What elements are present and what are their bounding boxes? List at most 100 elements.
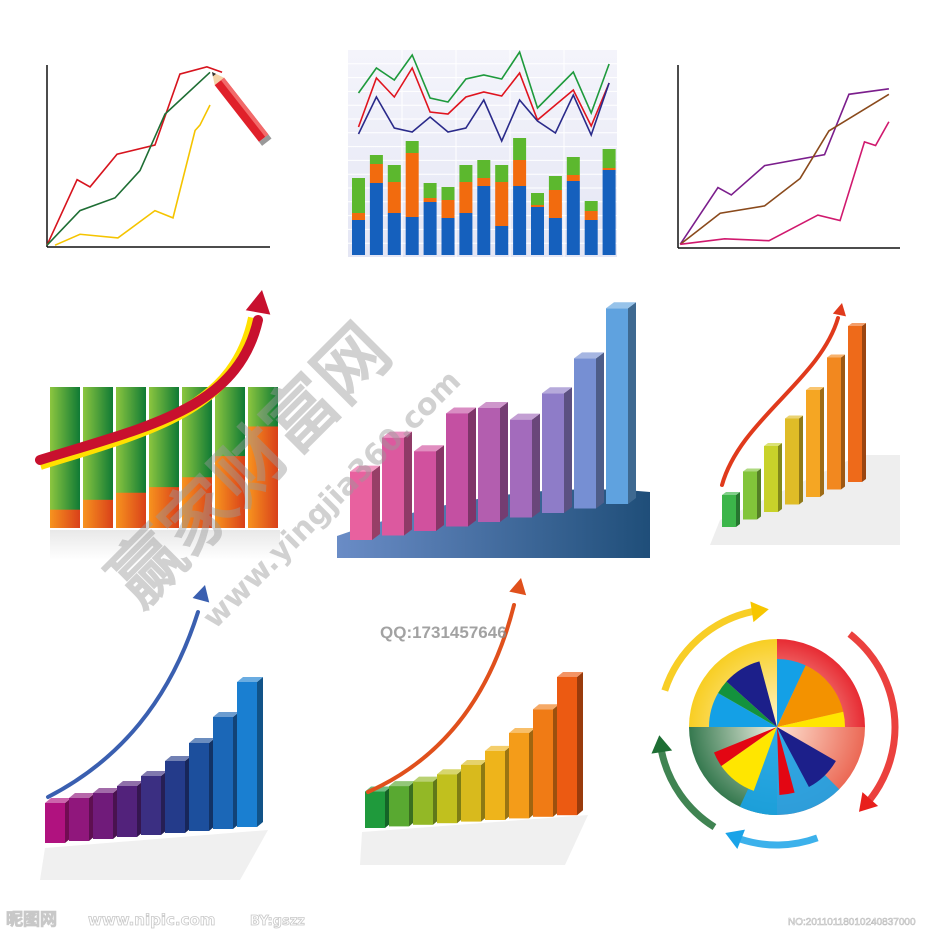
bar-side [257,677,263,827]
footer-logo: 昵图网 [6,910,57,930]
bar-top [764,443,782,446]
column-fill [50,509,80,528]
bar [69,798,89,841]
bar [478,408,500,522]
bar [743,471,757,520]
bar-segment [423,183,437,198]
bar [365,791,385,828]
cycle-arrow [658,750,717,831]
bar [764,446,778,512]
bar-top [785,415,803,419]
arrow-head [832,303,847,317]
series-line [357,66,610,128]
bar-segment [495,165,509,182]
bar-top [478,402,508,408]
3d-bar-chart-middle-center [337,302,650,558]
bar-segment [513,160,527,186]
bar-segment [387,165,401,182]
bar [606,308,628,504]
bar [350,471,372,540]
bar-top [69,793,95,798]
bar [413,781,433,825]
bar-segment [387,213,401,255]
bar-top [350,465,380,472]
bar-side [564,387,572,513]
bar [45,803,65,843]
bar-top [722,492,740,495]
pie-slice [713,727,777,767]
bar-segment [566,181,580,255]
bar-top [189,738,215,743]
bar-segment [531,193,544,205]
bar-segment [602,149,616,168]
series-line [679,87,890,245]
bar-segment [423,202,437,255]
3d-bar-chart-bottom-left [40,585,268,880]
bar-side [736,492,740,527]
bar [848,326,862,482]
bar-segment [369,155,383,164]
series-line [54,104,211,246]
bar-side [500,402,508,522]
bar-segment [405,217,419,255]
bar-segment [369,164,383,183]
bar-segment [513,186,527,255]
bar-side [799,415,803,505]
series-line [46,71,211,246]
bar-side [820,387,824,497]
bar-top [848,323,866,326]
bar-top [485,745,511,751]
pie-slice [709,693,777,727]
arrow-head [245,290,271,315]
series-line [46,65,223,246]
cycle-arrow [739,834,819,849]
bar-top [510,413,540,420]
bar-top [414,445,444,452]
bar-segment [602,170,616,255]
pie-slice [721,727,777,791]
bar-top [827,354,845,358]
column-fill [149,487,179,528]
bar [557,676,577,816]
pencil-icon [212,72,272,146]
column-chart-middle-left [35,290,280,560]
arrow-shaft [366,603,516,794]
column-fill [215,456,245,528]
cycle-arrow-head [725,829,745,850]
bar-top [389,781,415,787]
bar-side [577,671,583,816]
bar [437,774,457,824]
pie-slice [777,711,846,727]
bar [141,776,161,835]
bar-side [841,354,845,490]
bar-segment [477,178,491,186]
bar-segment [548,218,562,255]
pie-slice [777,727,836,788]
column-fill [182,477,212,528]
bar [533,709,553,817]
bar [827,357,841,490]
bar-top [237,677,263,682]
bar-segment [441,218,455,255]
bar [213,717,233,829]
bar-segment [352,178,365,213]
bar-segment [459,182,473,213]
bar-top [437,769,463,775]
arrow-shaft [35,315,263,465]
footer-url: www.nipic.com [88,911,215,929]
footer-author: BY:gszz [250,914,305,929]
charts-layer [35,50,900,880]
bar-top [117,781,143,786]
pie-slice [777,665,844,727]
bar-side [596,352,604,509]
bar-segment [566,175,580,181]
bar-segment [405,141,419,153]
bar [382,437,404,536]
pie-chart-bottom-right [651,601,899,850]
bar-segment [387,182,401,213]
bar-segment [441,200,455,218]
line-chart-top-left [46,65,272,248]
bar-segment [495,226,509,255]
bar-top [542,387,572,394]
